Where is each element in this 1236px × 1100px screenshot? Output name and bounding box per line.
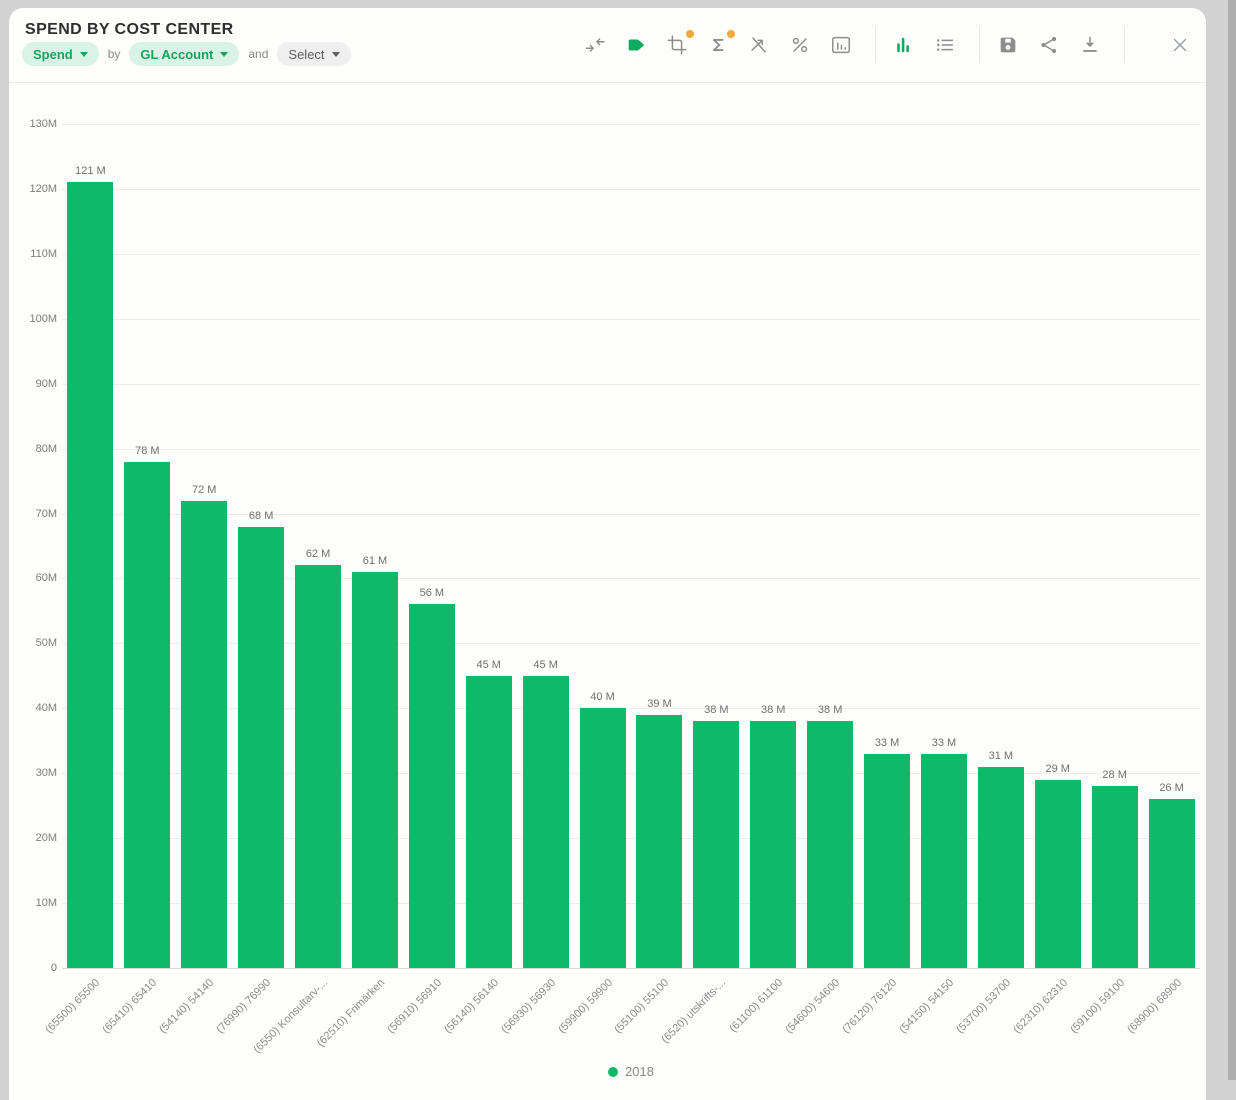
notification-badge xyxy=(727,30,735,38)
gridline xyxy=(62,838,1200,839)
bar-value-label: 121 M xyxy=(50,165,130,177)
gridline xyxy=(62,384,1200,385)
by-label: by xyxy=(108,47,121,61)
y-axis-tick-label: 40M xyxy=(11,702,57,714)
bar[interactable] xyxy=(693,721,739,968)
bar-value-label: 68 M xyxy=(221,510,301,522)
bar[interactable] xyxy=(466,676,512,968)
list-view-icon[interactable] xyxy=(933,33,957,57)
chart-toolbar xyxy=(583,8,1194,82)
chevron-down-icon xyxy=(332,52,340,57)
close-icon[interactable] xyxy=(1168,33,1192,57)
y-axis-tick-label: 60M xyxy=(11,572,57,584)
save-icon[interactable] xyxy=(996,33,1020,57)
y-axis-tick-label: 10M xyxy=(11,897,57,909)
bar[interactable] xyxy=(580,708,626,968)
bar[interactable] xyxy=(1092,786,1138,968)
y-axis-tick-label: 70M xyxy=(11,508,57,520)
bar-value-label: 56 M xyxy=(392,587,472,599)
toolbar-divider xyxy=(979,27,980,63)
share-icon[interactable] xyxy=(1037,33,1061,57)
chart-panel: SPEND BY COST CENTER Spend by GL Account… xyxy=(9,8,1206,1100)
bar[interactable] xyxy=(864,754,910,968)
bar-value-label: 61 M xyxy=(335,555,415,567)
bar[interactable] xyxy=(750,721,796,968)
bar[interactable] xyxy=(636,715,682,968)
y-axis-tick-label: 80M xyxy=(11,443,57,455)
bar[interactable] xyxy=(807,721,853,968)
panel-title: SPEND BY COST CENTER xyxy=(25,21,234,39)
download-icon[interactable] xyxy=(1078,33,1102,57)
chart-box-icon[interactable] xyxy=(829,33,853,57)
gridline xyxy=(62,449,1200,450)
gridline xyxy=(62,124,1200,125)
dimension-dropdown[interactable]: GL Account xyxy=(129,42,239,66)
gridline xyxy=(62,254,1200,255)
legend-swatch xyxy=(608,1067,618,1077)
gridline xyxy=(62,903,1200,904)
toolbar-divider xyxy=(1124,27,1125,63)
y-axis-tick-label: 50M xyxy=(11,637,57,649)
toolbar-divider xyxy=(875,27,876,63)
bar-value-label: 72 M xyxy=(164,484,244,496)
secondary-dimension-label: Select xyxy=(288,47,324,62)
measure-dropdown[interactable]: Spend xyxy=(22,42,99,66)
tag-icon[interactable] xyxy=(624,33,648,57)
bar-value-label: 78 M xyxy=(107,445,187,457)
bar[interactable] xyxy=(921,754,967,968)
and-label: and xyxy=(248,47,268,61)
gridline xyxy=(62,319,1200,320)
gridline xyxy=(62,189,1200,190)
gridline xyxy=(62,643,1200,644)
chart-controls: Spend by GL Account and Select xyxy=(22,42,351,66)
bar[interactable] xyxy=(978,767,1024,968)
secondary-dimension-dropdown[interactable]: Select xyxy=(277,42,350,66)
y-axis-tick-label: 120M xyxy=(11,183,57,195)
chevron-down-icon xyxy=(80,52,88,57)
bar[interactable] xyxy=(1035,780,1081,968)
y-axis-tick-label: 0 xyxy=(11,962,57,974)
bar-value-label: 45 M xyxy=(506,659,586,671)
bar-value-label: 28 M xyxy=(1075,769,1155,781)
crop-icon[interactable] xyxy=(665,33,689,57)
bar[interactable] xyxy=(1149,799,1195,968)
chevron-down-icon xyxy=(220,52,228,57)
bar[interactable] xyxy=(67,182,113,968)
trend-off-icon[interactable] xyxy=(747,33,771,57)
y-axis-tick-label: 110M xyxy=(11,248,57,260)
percent-icon[interactable] xyxy=(788,33,812,57)
merge-arrows-icon[interactable] xyxy=(583,33,607,57)
header-divider xyxy=(9,82,1206,83)
bar[interactable] xyxy=(352,572,398,968)
notification-badge xyxy=(686,30,694,38)
bar-value-label: 33 M xyxy=(904,737,984,749)
sigma-icon[interactable] xyxy=(706,33,730,57)
bar[interactable] xyxy=(238,527,284,968)
y-axis-tick-label: 30M xyxy=(11,767,57,779)
gridline xyxy=(62,578,1200,579)
y-axis-tick-label: 90M xyxy=(11,378,57,390)
bar-value-label: 26 M xyxy=(1132,782,1212,794)
bar-value-label: 31 M xyxy=(961,750,1041,762)
bar-value-label: 38 M xyxy=(790,704,870,716)
bar[interactable] xyxy=(295,565,341,968)
window-edge xyxy=(1228,0,1236,1080)
bar-chart-view-icon[interactable] xyxy=(892,33,916,57)
x-axis-line xyxy=(62,968,1200,969)
measure-dropdown-label: Spend xyxy=(33,47,73,62)
bar[interactable] xyxy=(181,501,227,968)
dimension-dropdown-label: GL Account xyxy=(140,47,213,62)
y-axis-tick-label: 100M xyxy=(11,313,57,325)
y-axis-tick-label: 20M xyxy=(11,832,57,844)
bar[interactable] xyxy=(523,676,569,968)
bar[interactable] xyxy=(124,462,170,968)
y-axis-tick-label: 130M xyxy=(11,118,57,130)
